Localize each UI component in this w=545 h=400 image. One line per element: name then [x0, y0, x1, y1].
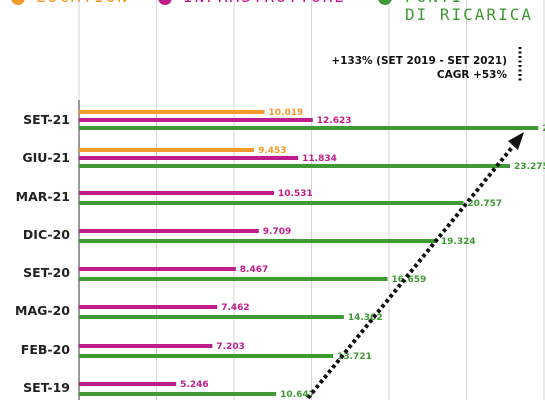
category-label: SET-21: [23, 112, 70, 127]
bar: [79, 382, 177, 386]
growth-arrow: [306, 132, 524, 400]
growth-arrow-line: [306, 143, 516, 400]
category-label: DIC-20: [23, 227, 70, 242]
category-label: MAG-20: [15, 303, 70, 318]
data-label: 23.275: [514, 162, 545, 172]
bar: [79, 267, 236, 271]
bar: [79, 126, 539, 130]
growth-arrow-head: [508, 132, 524, 150]
bar: [79, 305, 218, 309]
category-label: SET-20: [23, 265, 70, 280]
data-label: 8.467: [240, 265, 268, 275]
data-label: 9.709: [263, 227, 291, 237]
bar: [79, 110, 265, 114]
bar: [79, 277, 388, 281]
bar: [79, 354, 334, 358]
legend: LOCATION INFRASTRUTTURE PUNTIDI RICARICA: [11, 0, 533, 24]
legend-swatch: [11, 0, 25, 5]
data-label: 10.531: [278, 189, 313, 199]
category-label: GIU-21: [22, 150, 70, 165]
data-label: 12.623: [317, 116, 352, 126]
bar: [79, 148, 255, 152]
legend-label: PUNTI: [405, 0, 463, 6]
bar: [79, 118, 313, 122]
bar: [79, 164, 511, 168]
data-label: 10.019: [269, 108, 304, 118]
data-label: 13.721: [337, 352, 372, 362]
bar: [79, 344, 213, 348]
bar: [79, 239, 437, 243]
bar: [79, 191, 275, 195]
data-label: 5.246: [180, 380, 208, 390]
data-label: 14.302: [348, 313, 383, 323]
legend-swatch: [378, 0, 392, 5]
legend-label: DI RICARICA: [405, 5, 533, 24]
category-label: MAR-21: [16, 189, 70, 204]
data-label: 7.462: [221, 303, 249, 313]
data-label: 16.659: [392, 275, 427, 285]
data-label: 9.453: [258, 146, 286, 156]
category-label: FEB-20: [21, 342, 70, 357]
bar: [79, 156, 299, 160]
legend-swatch: [158, 0, 172, 5]
bar: [79, 392, 277, 396]
data-label: 20.757: [467, 199, 502, 209]
data-label: 19.324: [441, 237, 476, 247]
data-label: 11.834: [302, 154, 337, 164]
growth-annotation: +133% (SET 2019 - SET 2021) CAGR +53%: [331, 47, 522, 82]
bars: SET-21 10.019 12.623 24.797 GIU-21 9.453 11.83…: [15, 108, 545, 400]
data-label: 24.797: [542, 124, 545, 134]
legend-label: INFRASTRUTTURE: [183, 0, 346, 6]
category-label: SET-19: [23, 380, 70, 395]
legend-label: LOCATION: [36, 0, 129, 6]
bar: [79, 229, 259, 233]
bar: [79, 315, 344, 319]
data-label: 10.647: [280, 390, 315, 400]
grid-lines: [78, 0, 545, 400]
data-label: 7.203: [216, 342, 244, 352]
annotation-line-1: +133% (SET 2019 - SET 2021): [331, 55, 507, 67]
bar: [79, 201, 464, 205]
annotation-line-2: CAGR +53%: [437, 69, 508, 81]
